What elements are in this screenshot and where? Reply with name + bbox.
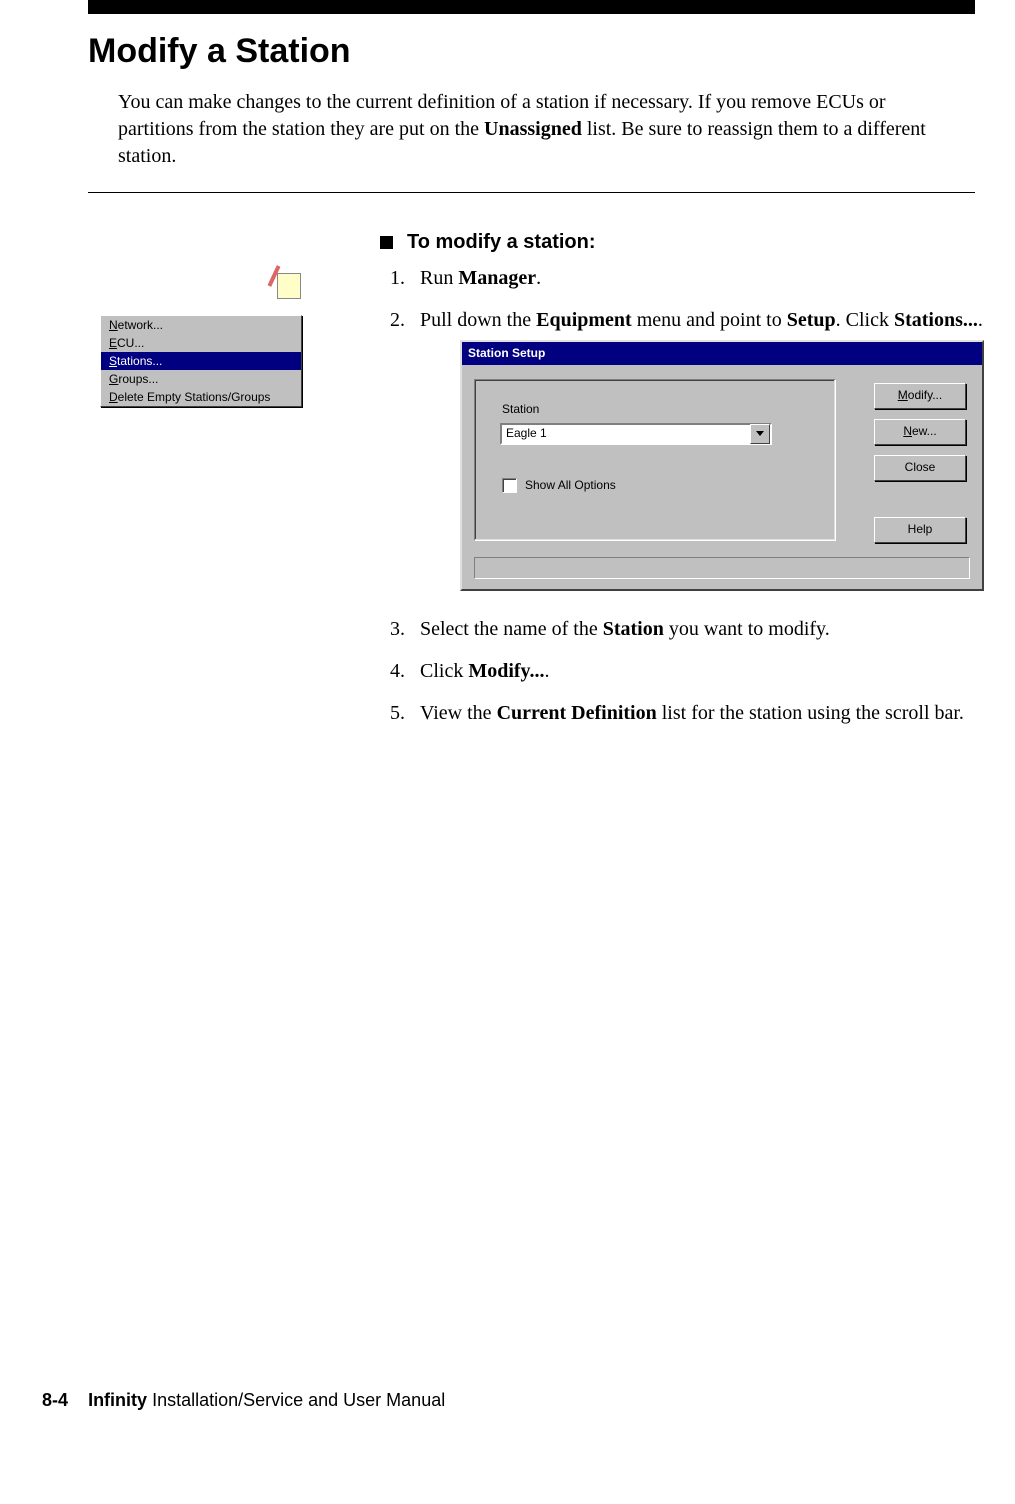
show-all-options-row: Show All Options [502,477,616,494]
dialog-statusbar [474,557,970,579]
procedure-heading-text: To modify a station: [407,231,596,253]
procedure-heading: To modify a station: [380,231,984,254]
dialog-titlebar: Station Setup [462,342,982,365]
sidebar-column: Network... ECU... Stations... Groups... … [0,221,380,407]
new-button[interactable]: New... [874,419,966,445]
menu-item-delete-empty[interactable]: Delete Empty Stations/Groups [101,388,301,406]
notepad-icon [275,267,301,297]
header-rule [88,0,975,14]
menu-item-ecu[interactable]: ECU... [101,334,301,352]
help-button[interactable]: Help [874,517,966,543]
page-title: Modify a Station [88,32,1015,71]
main-column: To modify a station: Run Manager. Pull d… [380,221,1015,747]
page-footer: 8-4 Infinity Installation/Service and Us… [42,1390,445,1411]
page-number: 8-4 [42,1390,68,1410]
modify-button[interactable]: Modify... [874,383,966,409]
station-combobox-value: Eagle 1 [502,425,750,442]
footer-product: Infinity [88,1390,147,1410]
intro-paragraph: You can make changes to the current defi… [118,89,955,170]
station-setup-dialog: Station Setup Station Eagle 1 [460,340,984,591]
context-menu: Network... ECU... Stations... Groups... … [100,315,302,407]
bullet-square-icon [380,236,393,249]
show-all-options-label: Show All Options [525,477,616,494]
intro-bold: Unassigned [484,118,582,140]
step-3: Select the name of the Station you want … [410,615,984,643]
menu-item-groups[interactable]: Groups... [101,370,301,388]
step-1: Run Manager. [410,264,984,292]
station-combobox[interactable]: Eagle 1 [500,423,772,445]
footer-rest: Installation/Service and User Manual [147,1390,445,1410]
step-4: Click Modify.... [410,657,984,685]
menu-item-stations[interactable]: Stations... [101,352,301,370]
chevron-down-icon[interactable] [750,424,770,444]
show-all-options-checkbox[interactable] [502,478,517,493]
step-5: View the Current Definition list for the… [410,699,984,727]
step-2: Pull down the Equipment menu and point t… [410,306,984,591]
section-divider [88,192,975,193]
steps-list: Run Manager. Pull down the Equipment men… [380,264,984,727]
station-label: Station [502,401,539,418]
menu-item-network[interactable]: Network... [101,316,301,334]
close-button[interactable]: Close [874,455,966,481]
